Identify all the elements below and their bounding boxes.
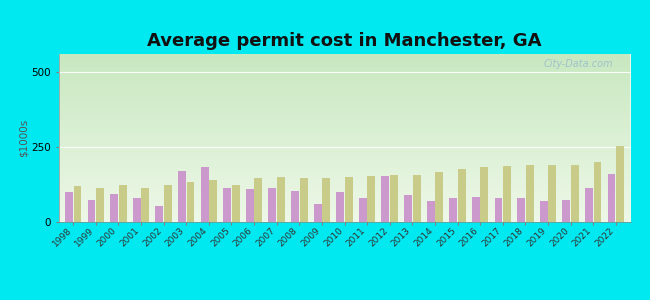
Bar <box>96 188 104 222</box>
Bar <box>119 184 127 222</box>
Bar <box>155 206 163 222</box>
Bar <box>322 178 330 222</box>
Bar <box>345 177 353 222</box>
Bar <box>413 175 421 222</box>
Bar <box>336 192 344 222</box>
Y-axis label: $1000s: $1000s <box>18 119 29 157</box>
Bar <box>503 166 511 222</box>
Bar <box>277 177 285 222</box>
Bar <box>404 195 412 222</box>
Bar <box>571 165 579 222</box>
Bar <box>549 165 556 222</box>
Bar <box>390 175 398 222</box>
Bar <box>593 162 601 222</box>
Bar <box>73 186 81 222</box>
Bar <box>141 188 150 222</box>
Bar <box>110 194 118 222</box>
Text: City-Data.com: City-Data.com <box>543 59 614 69</box>
Bar <box>133 198 140 222</box>
Bar <box>254 178 263 222</box>
Bar <box>585 188 593 222</box>
Bar <box>164 184 172 222</box>
Bar <box>449 198 457 222</box>
Bar <box>232 184 240 222</box>
Bar <box>223 188 231 222</box>
Bar <box>187 182 194 222</box>
Bar <box>495 198 502 222</box>
Bar <box>382 176 389 222</box>
Bar <box>291 190 299 222</box>
Bar <box>540 201 548 222</box>
Bar <box>209 180 217 222</box>
Bar <box>359 198 367 222</box>
Bar <box>246 189 254 222</box>
Bar <box>426 201 435 222</box>
Bar <box>436 172 443 222</box>
Bar <box>562 200 570 222</box>
Bar <box>517 198 525 222</box>
Bar <box>314 204 322 222</box>
Bar <box>300 178 307 222</box>
Bar <box>201 167 209 222</box>
Bar <box>472 196 480 222</box>
Bar <box>65 192 73 222</box>
Bar <box>178 171 186 222</box>
Bar <box>616 146 624 222</box>
Bar <box>458 169 466 222</box>
Bar <box>367 176 375 222</box>
Bar <box>608 174 616 222</box>
Bar <box>526 165 534 222</box>
Bar <box>480 167 488 222</box>
Bar <box>88 200 96 222</box>
Bar <box>268 188 276 222</box>
Title: Average permit cost in Manchester, GA: Average permit cost in Manchester, GA <box>148 32 541 50</box>
